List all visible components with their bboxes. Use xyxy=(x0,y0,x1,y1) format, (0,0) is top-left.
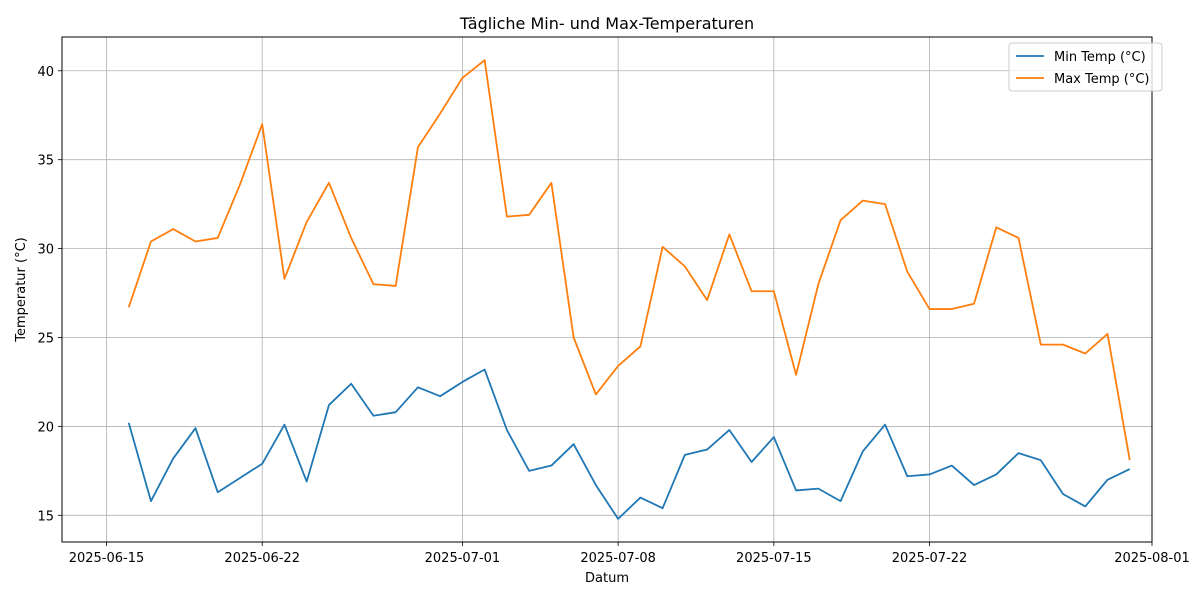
y-axis-title: Temperatur (°C) xyxy=(14,237,29,343)
y-tick-label: 35 xyxy=(37,154,54,169)
axis-ticks: 2025-06-15 2025-06-22 2025-07-01 2025-07-08… xyxy=(37,65,1189,566)
x-tick-label: 2025-08-01 xyxy=(1114,551,1190,566)
chart-title: Tägliche Min- und Max-Temperaturen xyxy=(459,14,754,33)
y-tick-label: 40 xyxy=(37,65,54,80)
x-tick-label: 2025-07-22 xyxy=(892,551,968,566)
y-tick-label: 30 xyxy=(37,243,54,258)
plot-frame xyxy=(61,36,1153,543)
y-tick-label: 25 xyxy=(37,332,54,347)
x-tick-label: 2025-07-01 xyxy=(425,551,501,566)
series-line-min-temp xyxy=(127,368,1131,520)
legend: Min Temp (°C) Max Temp (°C) xyxy=(1008,42,1163,92)
y-tick-label: 15 xyxy=(37,509,54,524)
legend-label: Max Temp (°C) xyxy=(1054,72,1150,87)
series-lines xyxy=(127,59,1131,520)
grid xyxy=(62,37,1153,542)
x-tick-label: 2025-07-08 xyxy=(580,551,656,566)
x-tick-label: 2025-07-15 xyxy=(736,551,812,566)
legend-box xyxy=(1008,42,1163,92)
y-tick-label: 20 xyxy=(37,420,54,435)
x-tick-label: 2025-06-22 xyxy=(224,551,300,566)
x-tick-label: 2025-06-15 xyxy=(69,551,145,566)
x-axis-title: Datum xyxy=(585,571,629,586)
series-line-max-temp xyxy=(127,59,1131,461)
legend-label: Min Temp (°C) xyxy=(1054,50,1146,65)
